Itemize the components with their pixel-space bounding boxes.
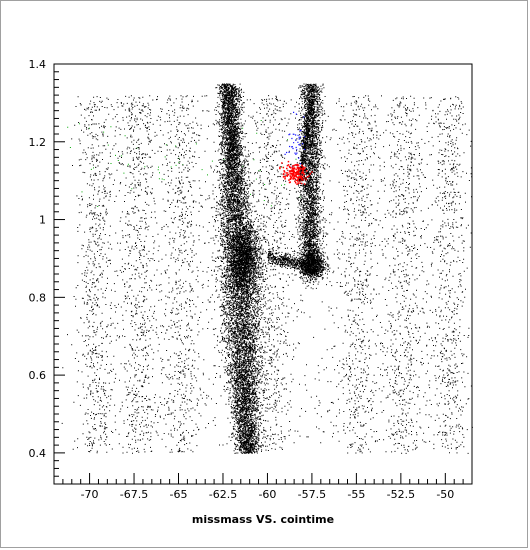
y-tick-label: 1.2	[29, 136, 47, 149]
y-axis-ticks: 0.4 0.6 0.8 1 1.2 1.4	[29, 58, 65, 477]
x-tick-label: -52.5	[387, 488, 415, 501]
y-tick-label: 0.8	[29, 291, 47, 304]
series-main-points	[61, 83, 473, 454]
x-axis-ticks: -70 -67.5 -65 -62.5 -60 -57.5 -55 -52.5 -50	[62, 473, 473, 501]
x-tick-label: -55	[347, 488, 365, 501]
x-tick-label: -50	[436, 488, 454, 501]
x-tick-label: -62.5	[209, 488, 237, 501]
x-tick-label: -60	[258, 488, 276, 501]
x-tick-label: -67.5	[120, 488, 148, 501]
x-tick-label: -70	[81, 488, 99, 501]
y-tick-label: 0.4	[29, 447, 47, 460]
x-tick-label: -57.5	[298, 488, 326, 501]
y-tick-label: 1	[39, 214, 46, 227]
x-tick-label: -65	[170, 488, 188, 501]
x-axis-label: missmass VS. cointime	[192, 513, 334, 526]
points-layer	[61, 83, 473, 454]
y-tick-label: 1.4	[29, 58, 47, 71]
series-selected-points	[279, 160, 313, 185]
y-tick-label: 0.6	[29, 369, 47, 382]
